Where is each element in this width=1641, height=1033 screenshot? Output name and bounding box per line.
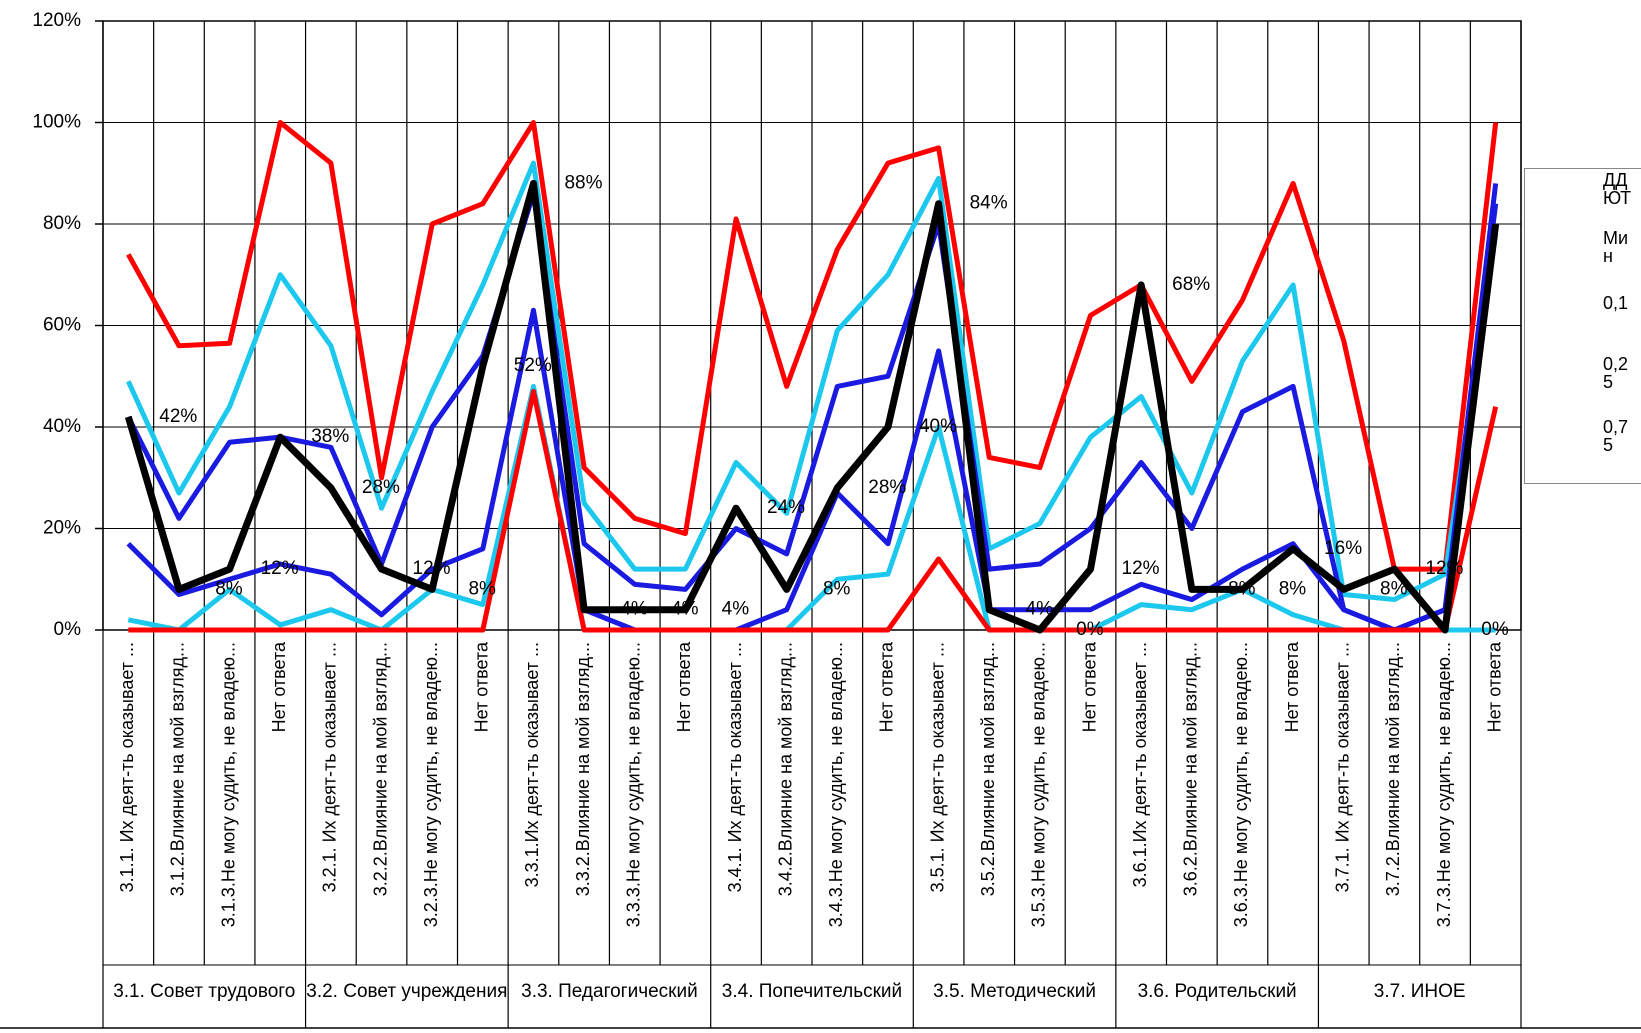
series-line xyxy=(128,388,1499,633)
data-label: 12% xyxy=(261,558,299,579)
group-label: 3.2. Совет учреждения xyxy=(306,981,508,1002)
data-label: 40% xyxy=(919,416,957,437)
series-line xyxy=(126,120,1499,572)
x-tick-label: Нет ответа xyxy=(1484,641,1504,732)
data-label: 88% xyxy=(564,172,602,193)
x-tick-label: 3.2.2.Влияние на мой взгляд... xyxy=(370,642,390,896)
x-tick-label: Нет ответа xyxy=(1079,641,1099,732)
data-label: 12% xyxy=(413,558,451,579)
group-label: 3.1. Совет трудового xyxy=(113,981,296,1002)
data-label: 8% xyxy=(1228,578,1256,599)
series-line xyxy=(126,160,1499,603)
data-label: 4% xyxy=(671,599,699,620)
x-tick-label: 3.3.3.Не могу судить, не владею... xyxy=(624,642,644,927)
data-label: 12% xyxy=(1425,558,1463,579)
data-label: 16% xyxy=(1324,538,1362,559)
data-label: 8% xyxy=(215,578,243,599)
group-label: 3.7. ИНОЕ xyxy=(1373,981,1466,1002)
legend-label: ДДЮТ xyxy=(1603,170,1632,208)
data-label: 38% xyxy=(311,426,349,447)
data-label: 4% xyxy=(620,599,648,620)
x-tick-label: 3.1.1. Их деят-ть оказывает ... xyxy=(117,642,137,892)
x-tick-label: Нет ответа xyxy=(472,641,492,732)
series-line xyxy=(126,183,1499,633)
y-tick-label: 100% xyxy=(32,112,81,133)
data-label: 28% xyxy=(868,477,906,498)
x-tick-label: 3.7.1. Их деят-ть оказывает ... xyxy=(1333,642,1353,892)
x-tick-label: 3.6.2.Влияние на мой взгляд... xyxy=(1181,642,1201,896)
x-tick-label: Нет ответа xyxy=(269,641,289,732)
legend-label: Мин xyxy=(1603,228,1629,266)
series-line xyxy=(127,383,1496,633)
series-line xyxy=(124,179,1500,634)
x-tick-label: 3.2.3.Не могу судить, не владею... xyxy=(421,642,441,927)
y-tick-label: 80% xyxy=(43,213,81,234)
y-tick-label: 20% xyxy=(43,518,81,539)
data-label: 8% xyxy=(1279,578,1307,599)
x-tick-label: 3.4.3.Не могу судить, не владею... xyxy=(826,642,846,927)
x-tick-label: 3.5.3.Не могу судить, не владею... xyxy=(1029,642,1049,927)
x-tick-label: 3.5.2.Влияние на мой взгляд... xyxy=(978,642,998,896)
legend-label: 0,75 xyxy=(1603,417,1629,455)
data-label: 84% xyxy=(970,193,1008,214)
data-label: 24% xyxy=(767,497,805,518)
x-tick-label: 3.2.1. Их деят-ть оказывает ... xyxy=(320,642,340,892)
x-tick-label: 3.3.1.Их деят-ть оказывает ... xyxy=(522,642,542,887)
data-label: 0% xyxy=(1481,619,1509,640)
x-tick-label: 3.4.2.Влияние на мой взгляд... xyxy=(775,642,795,896)
legend-label: 0,25 xyxy=(1603,354,1629,392)
x-tick-label: 3.3.2.Влияние на мой взгляд... xyxy=(573,642,593,896)
legend-label: 0,1 xyxy=(1603,293,1629,313)
x-tick-label: Нет ответа xyxy=(877,641,897,732)
x-tick-label: Нет ответа xyxy=(1282,641,1302,732)
x-tick-label: Нет ответа xyxy=(674,641,694,732)
group-label: 3.3. Педагогический xyxy=(521,981,698,1002)
data-label: 8% xyxy=(823,578,851,599)
group-label: 3.5. Методический xyxy=(933,981,1096,1002)
data-label: 42% xyxy=(159,406,197,427)
series-line xyxy=(126,203,1499,633)
x-tick-label: 3.7.2.Влияние на мой взгляд... xyxy=(1383,642,1403,896)
data-label: 8% xyxy=(1380,578,1408,599)
data-label: 28% xyxy=(362,477,400,498)
data-label: 4% xyxy=(1026,599,1054,620)
y-tick-label: 40% xyxy=(43,416,81,437)
y-tick-label: 60% xyxy=(43,315,81,336)
data-label: 0% xyxy=(1076,619,1104,640)
data-label: 4% xyxy=(722,599,750,620)
x-tick-label: 3.5.1. Их деят-ть оказывает ... xyxy=(927,642,947,892)
x-tick-label: 3.1.2.Влияние на мой взгляд... xyxy=(168,642,188,896)
data-label: 52% xyxy=(514,355,552,376)
y-tick-label: 120% xyxy=(32,10,81,31)
x-tick-label: 3.6.1.Их деят-ть оказывает ... xyxy=(1130,642,1150,887)
data-label: 8% xyxy=(468,578,496,599)
x-tick-label: 3.6.3.Не могу судить, не владею... xyxy=(1231,642,1251,927)
data-label: 68% xyxy=(1172,274,1210,295)
group-label: 3.4. Попечительский xyxy=(721,981,903,1002)
data-label: 12% xyxy=(1122,558,1160,579)
x-tick-label: 3.4.1. Их деят-ть оказывает ... xyxy=(725,642,745,892)
group-label: 3.6. Родительский xyxy=(1137,981,1297,1002)
x-tick-label: 3.1.3.Не могу судить, не владею... xyxy=(218,642,238,927)
y-tick-label: 0% xyxy=(54,619,82,640)
legend xyxy=(1524,168,1641,484)
x-tick-label: 3.7.3.Не могу судить, не владею... xyxy=(1434,642,1454,927)
